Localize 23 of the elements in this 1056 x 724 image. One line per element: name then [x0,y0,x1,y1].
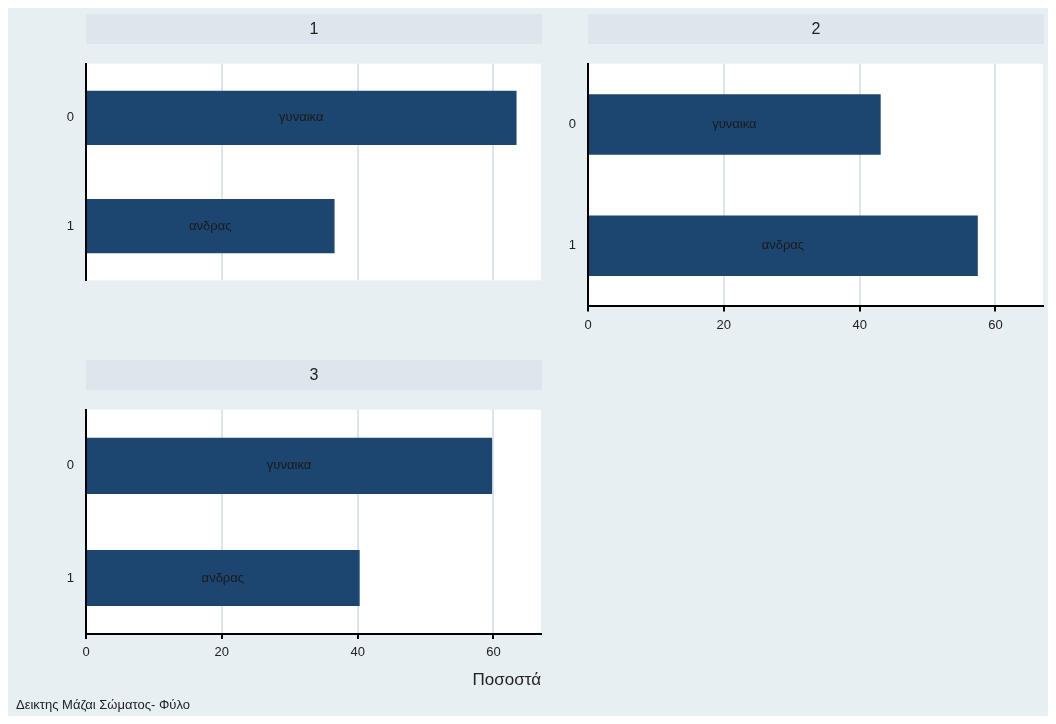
x-tick-label: 20 [716,316,732,332]
x-tick-label: 40 [350,644,365,660]
x-tick-label: 0 [584,316,592,332]
y-tick-label: 0 [66,457,74,473]
x-tick-label: 20 [214,644,230,660]
x-tick-label: 40 [852,316,867,332]
chart-title: 1 [86,14,542,44]
data-label: γυναικα [712,116,758,132]
y-tick-label: 0 [66,109,74,125]
y-tick-label: 1 [66,217,74,233]
chart-title: 2 [588,14,1044,44]
text: Δεικτης Μάζαι Σώματος- Φύλο [16,697,190,712]
data-label: ανδρας [761,237,805,253]
data-label: γυναικα [266,457,312,473]
chart-title: 3 [86,360,542,390]
y-tick-label: 1 [66,569,74,585]
x-tick-label: 0 [82,644,90,660]
x-tick-label: 60 [988,316,1003,332]
data-label: ανδρας [201,569,245,585]
data-label: γυναικα [279,109,324,125]
data-label: ανδρας [189,217,232,233]
x-tick-label: 60 [486,644,501,660]
x-axis-title: Ποσοστά [472,670,542,690]
